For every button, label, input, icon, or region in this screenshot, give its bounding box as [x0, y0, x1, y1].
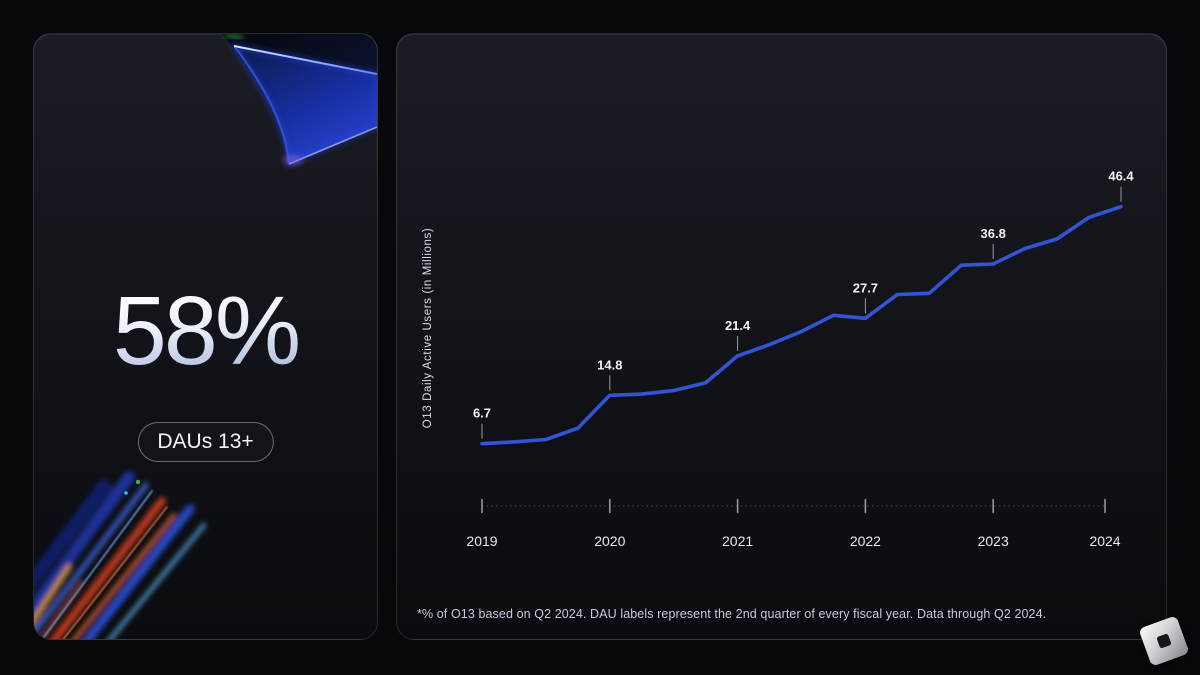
x-axis-year-label: 2022	[850, 533, 881, 549]
point-value-label: 46.4	[1108, 169, 1134, 184]
stat-value: 58%	[34, 280, 377, 382]
point-value-label: 6.7	[473, 406, 491, 421]
glass-shard-decoration	[222, 34, 377, 168]
x-axis-year-label: 2020	[594, 533, 625, 549]
point-value-label: 21.4	[725, 318, 751, 333]
stat-card: 58% DAUs 13+	[33, 33, 378, 640]
x-axis-year-label: 2021	[722, 533, 753, 549]
dau-series-line	[480, 204, 1123, 446]
dau-line-chart: O13 Daily Active Users (in Millions) 2019…	[422, 169, 1134, 549]
y-axis-label: O13 Daily Active Users (in Millions)	[422, 228, 434, 429]
point-value-label: 36.8	[981, 226, 1006, 241]
light-streaks-decoration	[34, 471, 206, 639]
dau-13plus-badge: DAUs 13+	[137, 422, 274, 462]
x-axis-year-label: 2024	[1089, 533, 1120, 549]
chart-card: O13 Daily Active Users (in Millions) 2019…	[396, 33, 1167, 640]
x-axis-year-label: 2019	[466, 533, 497, 549]
roblox-logo-hole	[1156, 633, 1172, 649]
x-axis-year-label: 2023	[978, 533, 1009, 549]
chart-footnote: *% of O13 based on Q2 2024. DAU labels r…	[417, 607, 1047, 621]
point-value-label: 27.7	[853, 280, 878, 295]
point-value-label: 14.8	[597, 357, 622, 372]
